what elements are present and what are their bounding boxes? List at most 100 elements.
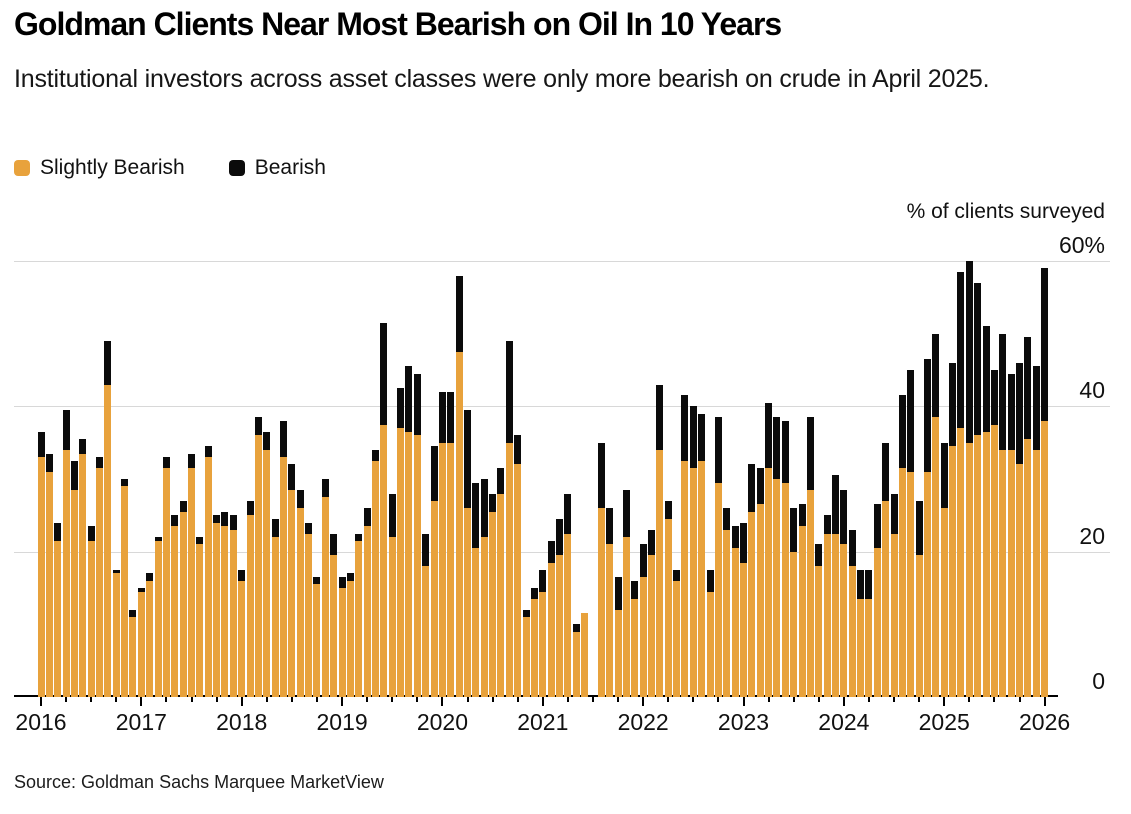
stacked-bar-month-88 (773, 417, 781, 697)
stacked-bar-month-27 (263, 431, 271, 697)
bearish-segment (280, 420, 288, 458)
slightly-bearish-segment (455, 351, 463, 697)
bearish-segment (556, 518, 564, 556)
x-axis-minor-tick (491, 697, 494, 702)
x-axis-minor-tick (215, 697, 218, 702)
slightly-bearish-segment (254, 435, 262, 697)
slightly-bearish-segment (740, 562, 748, 697)
bearish-segment (204, 446, 212, 458)
stacked-bar-month-95 (832, 475, 839, 697)
slightly-bearish-segment (572, 631, 580, 697)
x-axis-minor-tick (566, 697, 569, 702)
bearish-segment (999, 333, 1007, 450)
bearish-segment (756, 468, 764, 505)
bearish-segment (405, 366, 413, 432)
slightly-bearish-segment (882, 500, 890, 697)
slightly-bearish-segment (932, 417, 940, 697)
x-axis-tick-label-2022: 2022 (617, 709, 669, 735)
stacked-bar-month-0 (37, 431, 45, 697)
bearish-segment (982, 326, 990, 432)
bearish-segment (438, 391, 446, 443)
stacked-bar-month-110 (957, 271, 965, 697)
stacked-bar-month-112 (974, 282, 982, 697)
stacked-bar-month-37 (346, 573, 354, 697)
bearish-segment (673, 569, 681, 581)
source-note: Source: Goldman Sachs Marquee MarketView (14, 772, 384, 792)
stacked-bar-month-53 (480, 479, 488, 697)
stacked-bar-month-100 (873, 504, 881, 697)
slightly-bearish-segment (723, 529, 731, 697)
bearish-segment (271, 518, 279, 538)
stacked-bar-month-105 (915, 500, 923, 697)
slightly-bearish-segment (974, 435, 982, 697)
bearish-segment (622, 489, 630, 538)
stacked-bar-month-80 (706, 569, 714, 697)
stacked-bar-month-56 (505, 340, 513, 697)
bearish-segment (305, 522, 313, 534)
bearish-segment (489, 493, 497, 512)
bearish-segment (1016, 362, 1023, 465)
stacked-bar-month-111 (965, 261, 973, 697)
bearish-segment (1007, 373, 1015, 450)
bearish-segment (45, 453, 53, 472)
slightly-bearish-segment (447, 442, 455, 697)
bearish-segment (522, 609, 530, 618)
stacked-bar-month-7 (96, 457, 104, 697)
slightly-bearish-segment (706, 591, 714, 697)
slightly-bearish-segment (832, 533, 839, 697)
x-axis-major-tick (943, 697, 946, 706)
bearish-segment (572, 624, 580, 632)
bearish-segment (639, 544, 647, 578)
bearish-segment (664, 500, 672, 519)
slightly-bearish-segment (246, 515, 254, 697)
stacked-bar-month-68 (606, 508, 614, 697)
slightly-bearish-segment (581, 613, 589, 697)
x-axis-minor-tick (165, 697, 168, 702)
stacked-bar-month-97 (848, 529, 856, 697)
slightly-bearish-segment (556, 555, 564, 697)
slightly-bearish-segment (121, 486, 129, 697)
bearish-segment (740, 522, 748, 563)
slightly-bearish-segment (104, 384, 112, 697)
stacked-bar-month-90 (790, 508, 798, 697)
slightly-bearish-segment (664, 518, 672, 697)
bearish-segment (221, 511, 229, 527)
stacked-bar-month-51 (464, 409, 472, 697)
bearish-segment (873, 504, 881, 549)
slightly-bearish-segment (514, 464, 522, 697)
stacked-bar-month-30 (288, 464, 296, 697)
slightly-bearish-segment (54, 540, 62, 697)
stacked-bar-month-24 (238, 569, 246, 697)
bearish-segment (798, 504, 806, 527)
bearish-segment (940, 442, 948, 509)
slightly-bearish-segment (321, 497, 329, 697)
slightly-bearish-segment (296, 508, 304, 697)
slightly-bearish-segment (280, 457, 288, 697)
bearish-segment (129, 609, 137, 618)
slightly-bearish-segment (397, 428, 405, 697)
bearish-segment (70, 460, 78, 490)
slightly-bearish-segment (79, 453, 87, 697)
stacked-bar-month-36 (338, 577, 346, 697)
slightly-bearish-segment (873, 548, 881, 697)
bearish-segment (413, 373, 421, 436)
stacked-bar-month-120 (1041, 268, 1049, 697)
slightly-bearish-segment (137, 591, 145, 697)
bearish-segment (631, 580, 639, 599)
bearish-segment (790, 508, 798, 552)
legend-label: Bearish (254, 156, 326, 179)
slightly-bearish-segment (848, 566, 856, 697)
slightly-bearish-segment (639, 577, 647, 697)
bearish-segment (37, 431, 45, 458)
slightly-bearish-segment (522, 617, 530, 697)
x-axis-major-tick (1043, 697, 1046, 706)
bearish-segment (974, 282, 982, 436)
slightly-bearish-segment (999, 449, 1007, 697)
stacked-bar-month-16 (171, 515, 179, 697)
stacked-bar-month-91 (798, 504, 806, 697)
stacked-bar-month-107 (932, 333, 940, 697)
slightly-bearish-segment (731, 548, 739, 697)
slightly-bearish-segment (204, 457, 212, 697)
stacked-bar-month-45 (413, 373, 421, 697)
bearish-segment (865, 569, 873, 599)
